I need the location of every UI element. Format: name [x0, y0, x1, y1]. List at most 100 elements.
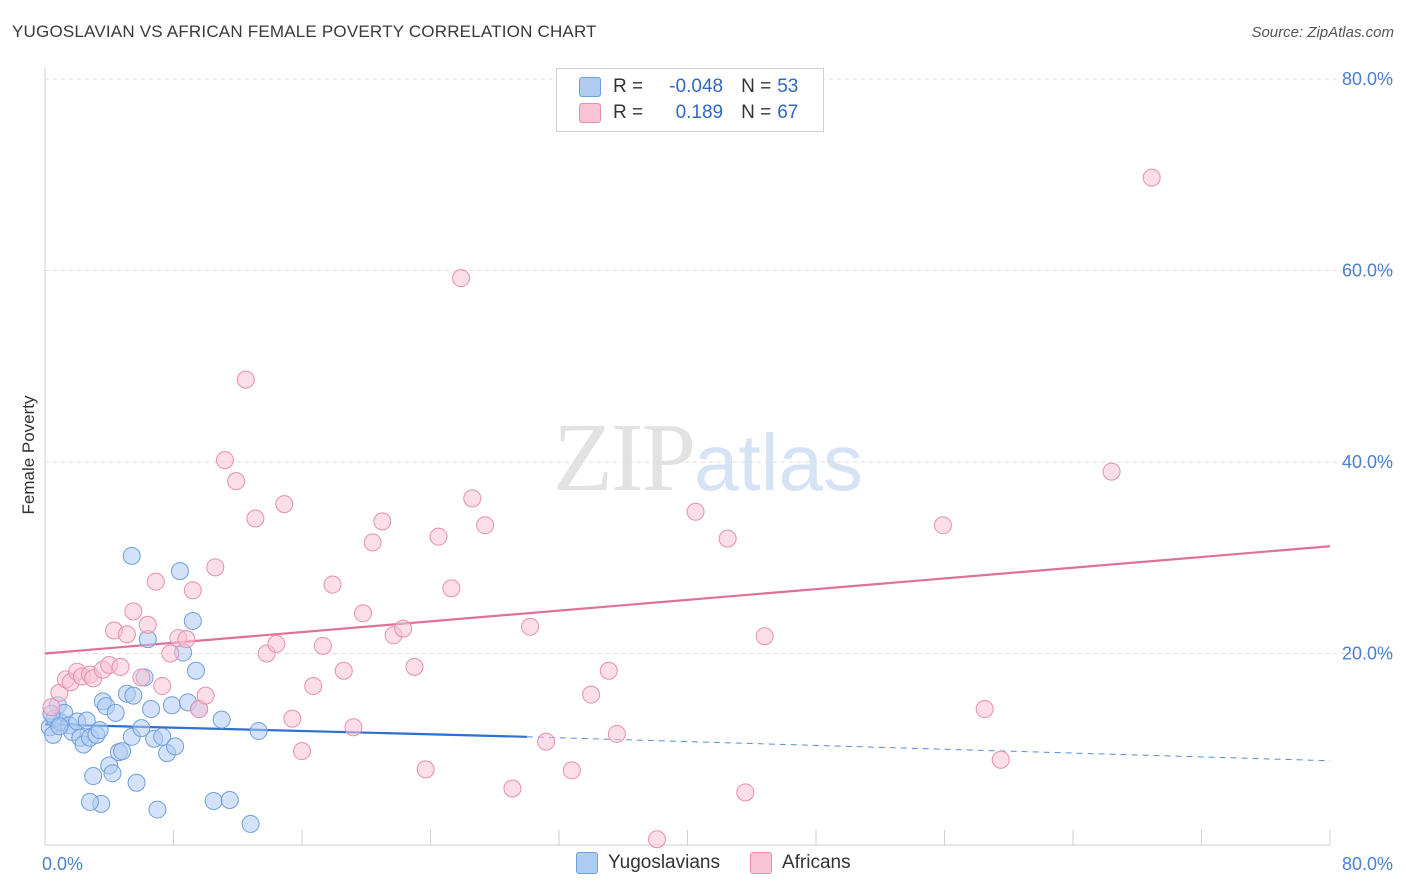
- trend-line-africans: [44, 545, 1331, 655]
- legend-r-label: R =: [613, 102, 644, 123]
- point-african: [394, 619, 413, 638]
- point-yugoslavian: [103, 764, 122, 783]
- trend-line-yugoslavians: [44, 723, 527, 738]
- point-yugoslavian: [249, 722, 268, 741]
- point-african: [227, 472, 246, 491]
- correlation-legend: R = -0.048 N = 53 R = 0.189 N = 67: [556, 68, 824, 132]
- legend-label-yugoslavians: Yugoslavians: [608, 852, 720, 873]
- legend-square-pink: [749, 852, 772, 874]
- trend-lines: [44, 545, 1331, 762]
- data-points: [40, 168, 1161, 849]
- legend-item-africans[interactable]: Africans: [749, 852, 851, 874]
- tick-labels: 20.0% 40.0% 60.0% 80.0% 0.0% 80.0%: [42, 69, 1393, 874]
- point-yugoslavian: [77, 711, 96, 730]
- legend-n-label: N =: [741, 102, 772, 123]
- point-yugoslavian: [80, 792, 99, 811]
- point-yugoslavian: [148, 800, 167, 819]
- x-tick-label: 0.0%: [42, 854, 83, 874]
- y-tick-label: 80.0%: [1342, 69, 1393, 89]
- point-african: [582, 685, 601, 704]
- point-yugoslavian: [220, 790, 239, 809]
- point-yugoslavian: [124, 686, 143, 705]
- point-african: [405, 657, 424, 676]
- point-african: [363, 533, 382, 552]
- point-african: [442, 579, 461, 598]
- point-african: [334, 661, 353, 680]
- y-axis-label: Female Poverty: [19, 395, 38, 515]
- legend-row-yugoslavians: R = -0.048 N = 53: [579, 74, 798, 100]
- point-african: [599, 661, 618, 680]
- point-african: [344, 718, 363, 737]
- point-yugoslavian: [204, 791, 223, 810]
- point-yugoslavian: [90, 721, 109, 740]
- point-african: [117, 625, 136, 644]
- trend-line-yugoslavians-extrapolated: [526, 736, 1331, 762]
- point-yugoslavian: [132, 719, 151, 738]
- point-african: [991, 750, 1010, 769]
- legend-r-value: -0.048: [669, 76, 724, 97]
- y-tick-label: 40.0%: [1342, 452, 1393, 472]
- point-african: [304, 677, 323, 696]
- x-tick-label: 80.0%: [1342, 854, 1393, 874]
- point-african: [153, 677, 172, 696]
- point-african: [429, 527, 448, 546]
- watermark-atlas: atlas: [694, 418, 863, 507]
- point-yugoslavian: [142, 700, 161, 719]
- point-african: [562, 761, 581, 780]
- point-african: [521, 617, 540, 636]
- point-african: [111, 657, 130, 676]
- legend-row-africans: R = 0.189 N = 67: [579, 100, 798, 126]
- legend-n-value: 67: [777, 102, 799, 123]
- point-african: [416, 760, 435, 779]
- legend-square-blue: [576, 852, 598, 874]
- point-yugoslavian: [127, 773, 146, 792]
- point-african: [138, 615, 157, 634]
- point-african: [196, 686, 215, 705]
- point-african: [933, 516, 952, 535]
- point-african: [275, 495, 294, 514]
- point-yugoslavian: [241, 814, 260, 833]
- grid-lines: [45, 78, 1395, 654]
- point-african: [323, 575, 342, 594]
- point-yugoslavian: [166, 737, 185, 756]
- legend-swatch-blue: [579, 77, 601, 97]
- watermark: ZIPatlas: [553, 402, 863, 514]
- point-african: [452, 269, 471, 288]
- point-african: [206, 558, 225, 577]
- point-yugoslavian: [162, 696, 181, 715]
- legend-swatch-pink: [579, 103, 601, 123]
- point-african: [293, 742, 311, 761]
- point-african: [267, 634, 286, 653]
- point-african: [647, 830, 666, 849]
- legend-item-yugoslavians[interactable]: Yugoslavians: [576, 852, 720, 874]
- point-african: [215, 451, 234, 470]
- point-yugoslavian: [212, 710, 231, 729]
- point-african: [42, 698, 61, 717]
- point-yugoslavian: [84, 767, 103, 786]
- legend-label-africans: Africans: [781, 852, 851, 873]
- point-african: [161, 644, 180, 663]
- point-yugoslavian: [186, 661, 205, 680]
- point-african: [313, 636, 332, 655]
- point-african: [1142, 168, 1161, 187]
- series-legend: Yugoslavians Africans: [576, 852, 881, 874]
- point-african: [607, 724, 626, 743]
- point-african: [718, 529, 737, 548]
- point-african: [183, 581, 202, 600]
- point-african: [246, 509, 265, 528]
- point-african: [177, 630, 196, 649]
- point-african: [463, 489, 482, 508]
- watermark-zip: ZIP: [553, 404, 696, 512]
- point-yugoslavian: [153, 727, 172, 746]
- point-african: [124, 602, 143, 621]
- point-yugoslavian: [122, 546, 141, 565]
- legend-r-label: R =: [613, 76, 644, 97]
- chart-title: YUGOSLAVIAN VS AFRICAN FEMALE POVERTY CO…: [12, 22, 597, 41]
- point-african: [283, 709, 302, 728]
- point-african: [975, 700, 994, 719]
- source-label: Source: ZipAtlas.com: [1251, 24, 1394, 41]
- point-african: [476, 516, 495, 535]
- point-african: [354, 604, 373, 623]
- point-african: [132, 668, 151, 687]
